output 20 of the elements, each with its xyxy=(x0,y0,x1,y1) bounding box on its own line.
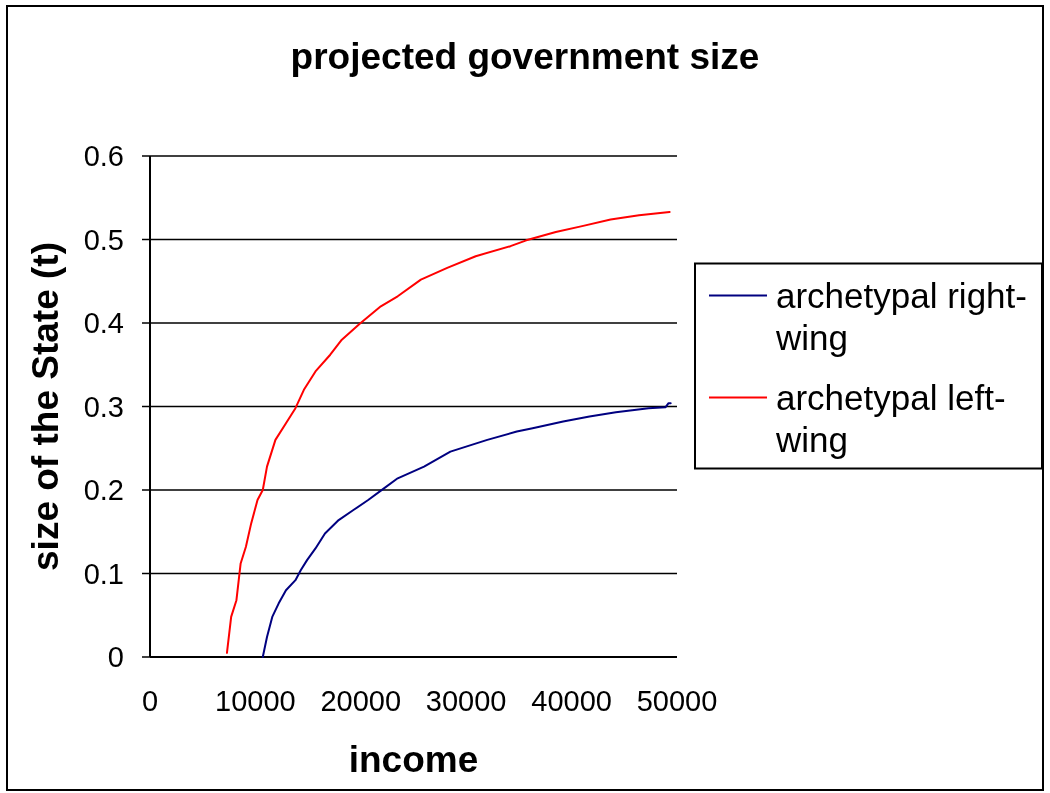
x-tick-label: 10000 xyxy=(215,685,296,717)
y-tick-label: 0.4 xyxy=(83,307,124,340)
x-tick-label: 20000 xyxy=(320,685,402,717)
y-tick-label: 0.2 xyxy=(83,474,124,507)
x-tick-label: 40000 xyxy=(531,685,612,717)
line-series xyxy=(225,210,671,654)
y-tick-label: 0.6 xyxy=(83,140,124,173)
y-tick-label: 0.1 xyxy=(83,557,124,590)
y-tick-label: 0.3 xyxy=(83,390,124,423)
chart-title: projected government size xyxy=(290,36,760,77)
y-tick-label: 0 xyxy=(107,641,124,674)
x-tick-label: 30000 xyxy=(425,685,507,717)
x-tick-label: 50000 xyxy=(636,685,718,717)
line-series xyxy=(261,402,672,658)
x-tick-label: 0 xyxy=(141,685,159,717)
y-tick-label: 0.5 xyxy=(83,223,124,256)
y-axis-title: size of the State (t) xyxy=(24,242,66,571)
legend-label: archetypal right-wing xyxy=(775,275,1027,357)
x-axis-title: income xyxy=(348,739,479,780)
legend-label: archetypal left-wing xyxy=(775,377,1006,459)
